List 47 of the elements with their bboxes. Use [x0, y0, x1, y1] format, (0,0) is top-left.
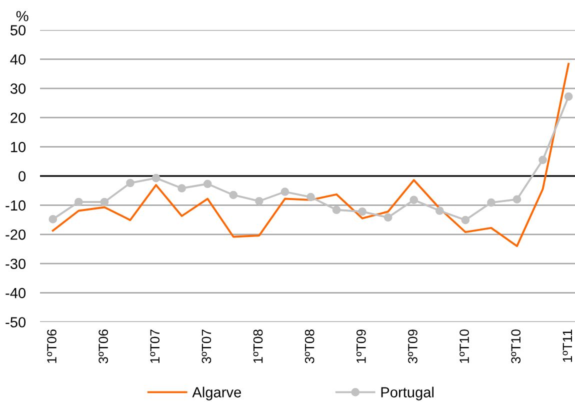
x-tick-label: 1ºT06	[47, 330, 56, 363]
point	[178, 184, 186, 192]
y-tick-label: -40	[6, 288, 26, 298]
point	[461, 216, 470, 224]
x-tick-label: 1ºT08	[253, 330, 263, 363]
legend-label: Portugal	[381, 386, 434, 400]
y-tick-label: -10	[6, 200, 26, 211]
x-tick-label: 3ºT07	[202, 330, 212, 364]
point	[512, 195, 522, 204]
point	[410, 196, 418, 204]
point	[332, 206, 341, 214]
y-tick-label: 0	[18, 171, 26, 182]
y-axis-title: %	[16, 11, 28, 22]
point	[254, 196, 264, 206]
x-tick-label: 3ºT08	[304, 330, 314, 364]
point	[564, 92, 573, 101]
point	[384, 213, 392, 222]
x-tick-label: 1ºT07	[150, 330, 160, 363]
y-tick-label: 40	[10, 54, 26, 65]
y-tick-label: -20	[6, 230, 26, 240]
point	[538, 156, 547, 164]
point	[152, 174, 160, 182]
point	[100, 198, 109, 206]
point	[203, 180, 212, 188]
point	[306, 192, 315, 202]
y-tick-label: -30	[6, 258, 26, 270]
point	[487, 198, 496, 207]
point	[126, 178, 134, 188]
point	[280, 188, 290, 196]
legend-label: Algarve	[192, 386, 241, 400]
x-tick-label: 3ºT06	[98, 330, 108, 364]
x-tick-label: 1ºT11	[562, 330, 572, 362]
point	[358, 207, 366, 216]
x-tick-label: 1ºT09	[356, 330, 366, 363]
point	[229, 190, 238, 200]
line-series	[52, 62, 570, 248]
point	[48, 215, 58, 224]
x-tick-label: 1ºT10	[460, 329, 469, 363]
x-tick-label: 3ºT10	[511, 329, 521, 364]
y-tick-label: 20	[10, 112, 26, 124]
point	[74, 198, 83, 206]
x-tick-label: 3ºT09	[408, 330, 418, 364]
y-tick-label: 50	[10, 25, 26, 36]
y-tick-label: 30	[10, 84, 26, 94]
y-tick-label: 10	[11, 142, 26, 152]
point	[435, 206, 444, 215]
y-tick-label: -50	[6, 317, 26, 328]
